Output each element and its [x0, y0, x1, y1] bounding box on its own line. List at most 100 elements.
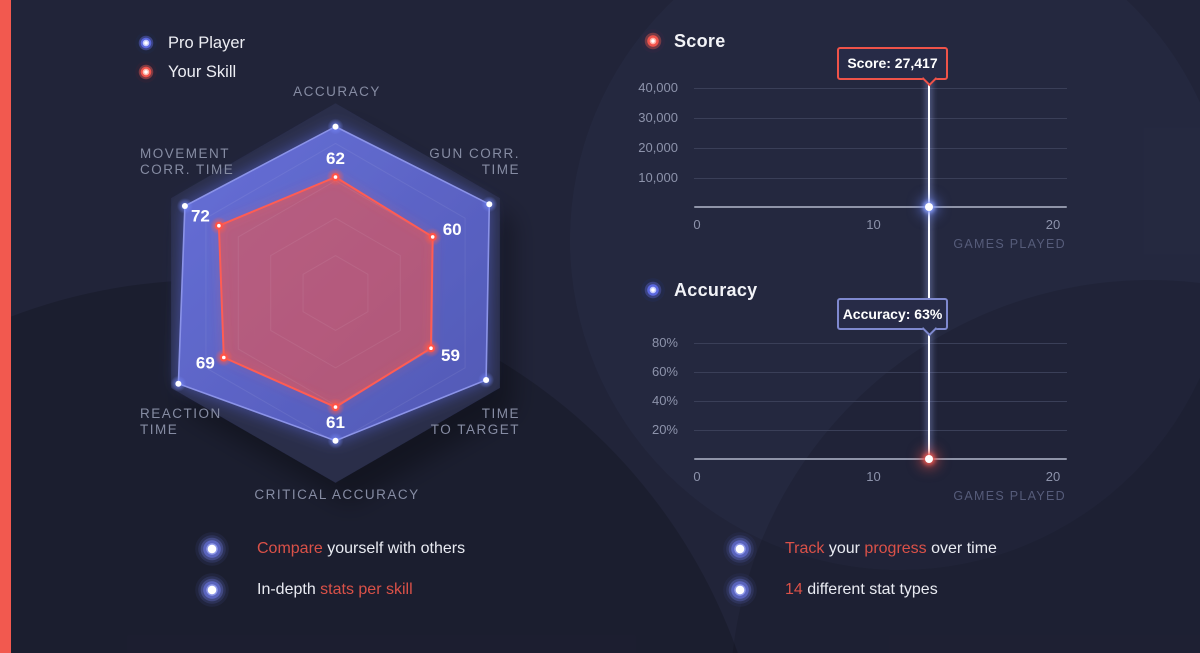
skill-value-label: 62 — [326, 149, 345, 168]
feature-text-accent: Track — [785, 540, 825, 557]
accuracy-ytick: 40% — [651, 393, 678, 408]
score-bar[interactable] — [0, 439, 11, 526]
score-xtick: 0 — [693, 217, 701, 232]
radar-axis-label: CORR. TIME — [140, 162, 234, 177]
accuracy-ytick: 20% — [651, 422, 678, 437]
score-bar[interactable] — [0, 526, 11, 606]
score-bar[interactable] — [0, 365, 11, 439]
target-bullet-icon — [195, 573, 229, 607]
skill-vertex-dot — [430, 235, 435, 239]
skill-value-label: 61 — [326, 413, 345, 432]
pro-vertex-dot — [181, 203, 188, 209]
marker-line — [928, 78, 930, 460]
skill-vertex-dot — [222, 355, 226, 360]
accuracy-gridline — [694, 401, 1067, 402]
pro-vertex-dot — [332, 437, 339, 444]
accuracy-xtick: 10 — [866, 469, 881, 484]
legend-item-pro-player[interactable]: Pro Player — [135, 32, 245, 54]
feature-item: Track your progress over time — [723, 531, 997, 567]
accuracy-gridline — [694, 372, 1067, 373]
feature-text-accent: progress — [864, 540, 927, 557]
feature-item: 14 different stat types — [723, 572, 938, 608]
accuracy-marker-dot — [925, 455, 933, 463]
skill-vertex-dot — [217, 223, 221, 228]
score-ytick: 10,000 — [638, 170, 678, 185]
your-skill-polygon-fill — [218, 177, 433, 408]
accuracy-gridline — [694, 430, 1067, 431]
feature-text-plain: different stat types — [802, 581, 938, 598]
radar-axis-label: REACTION — [140, 406, 222, 421]
accuracy-xtick: 20 — [1045, 469, 1061, 484]
feature-text-plain: In-depth — [257, 581, 321, 598]
score-bar[interactable] — [0, 46, 11, 112]
score-x-axis — [694, 206, 1067, 208]
accuracy-ytick: 80% — [651, 335, 678, 350]
feature-text-plain: your — [824, 540, 865, 557]
score-chart-title: Score — [674, 31, 726, 51]
feature-text: In-depth stats per skill — [257, 581, 413, 599]
accuracy-chart-title: Accuracy — [674, 280, 758, 300]
score-gridline — [694, 118, 1067, 119]
feature-item: In-depth stats per skill — [195, 572, 413, 608]
score-ytick: 40,000 — [638, 80, 678, 95]
score-xtick: 20 — [1045, 217, 1061, 232]
feature-item: Compare yourself with others — [195, 531, 465, 567]
score-gridline — [694, 178, 1067, 179]
accuracy-xaxis-title: GAMES PLAYED — [953, 489, 1066, 503]
pro-vertex-dot — [175, 380, 182, 387]
accuracy-gridline — [694, 343, 1067, 344]
score-gridline — [694, 148, 1067, 149]
accuracy-x-axis — [694, 458, 1067, 460]
skill-value-label: 69 — [196, 354, 215, 373]
accuracy-tooltip-text: Accuracy: 63% — [842, 306, 943, 322]
score-tooltip: Score: 27,417 — [837, 47, 948, 87]
feature-text: Compare yourself with others — [257, 540, 465, 558]
score-ytick: 20,000 — [638, 140, 678, 155]
feature-text: 14 different stat types — [785, 581, 938, 599]
radar-axis-label: TIME — [482, 406, 520, 421]
pro-vertex-dot — [486, 201, 493, 208]
feature-text-plain: yourself with others — [322, 540, 466, 557]
radar-axis-label: MOVEMENT — [140, 146, 230, 161]
radar-axis-label: GUN CORR. — [429, 146, 520, 161]
score-bar[interactable] — [0, 164, 11, 214]
score-bar[interactable] — [0, 287, 11, 365]
feature-text: Track your progress over time — [785, 540, 997, 558]
radar-axis-label: CRITICAL ACCURACY — [254, 487, 419, 502]
score-dot-icon — [641, 29, 665, 53]
legend-item-your-skill[interactable]: Your Skill — [135, 61, 236, 83]
feature-text-accent: stats per skill — [320, 581, 413, 598]
skill-value-label: 60 — [443, 220, 462, 239]
skill-value-label: 72 — [191, 207, 210, 226]
skill-vertex-dot — [429, 346, 433, 351]
score-marker-dot — [925, 203, 933, 211]
score-bar[interactable] — [0, 606, 11, 653]
accuracy-xtick: 0 — [693, 469, 701, 484]
radar-axis-label: TIME — [140, 422, 178, 437]
accuracy-ytick: 60% — [651, 364, 678, 379]
your-skill-dot-icon — [135, 61, 157, 83]
accuracy-tooltip: Accuracy: 63% — [837, 298, 948, 337]
radar-axis-label: ACCURACY — [293, 84, 381, 99]
pro-vertex-dot — [332, 123, 339, 130]
skill-vertex-dot — [333, 405, 338, 409]
radar-grid-ring — [302, 255, 369, 331]
legend-label: Your Skill — [168, 62, 237, 81]
radar-axis-label: TO TARGET — [431, 422, 520, 437]
pro-player-dot-icon — [135, 32, 157, 54]
radar-grid-ring — [270, 217, 401, 369]
pro-vertex-dot — [483, 377, 490, 383]
score-bar[interactable] — [0, 214, 11, 287]
score-bar[interactable] — [0, 0, 11, 46]
target-bullet-icon — [723, 573, 757, 607]
accuracy-dot-icon — [641, 278, 665, 302]
skill-vertex-dot — [333, 175, 338, 179]
score-xaxis-title: GAMES PLAYED — [953, 237, 1066, 251]
feature-text-accent: 14 — [785, 581, 803, 598]
radar-axis-label: TIME — [482, 162, 520, 177]
score-ytick: 30,000 — [638, 110, 678, 125]
score-bar[interactable] — [0, 112, 11, 164]
